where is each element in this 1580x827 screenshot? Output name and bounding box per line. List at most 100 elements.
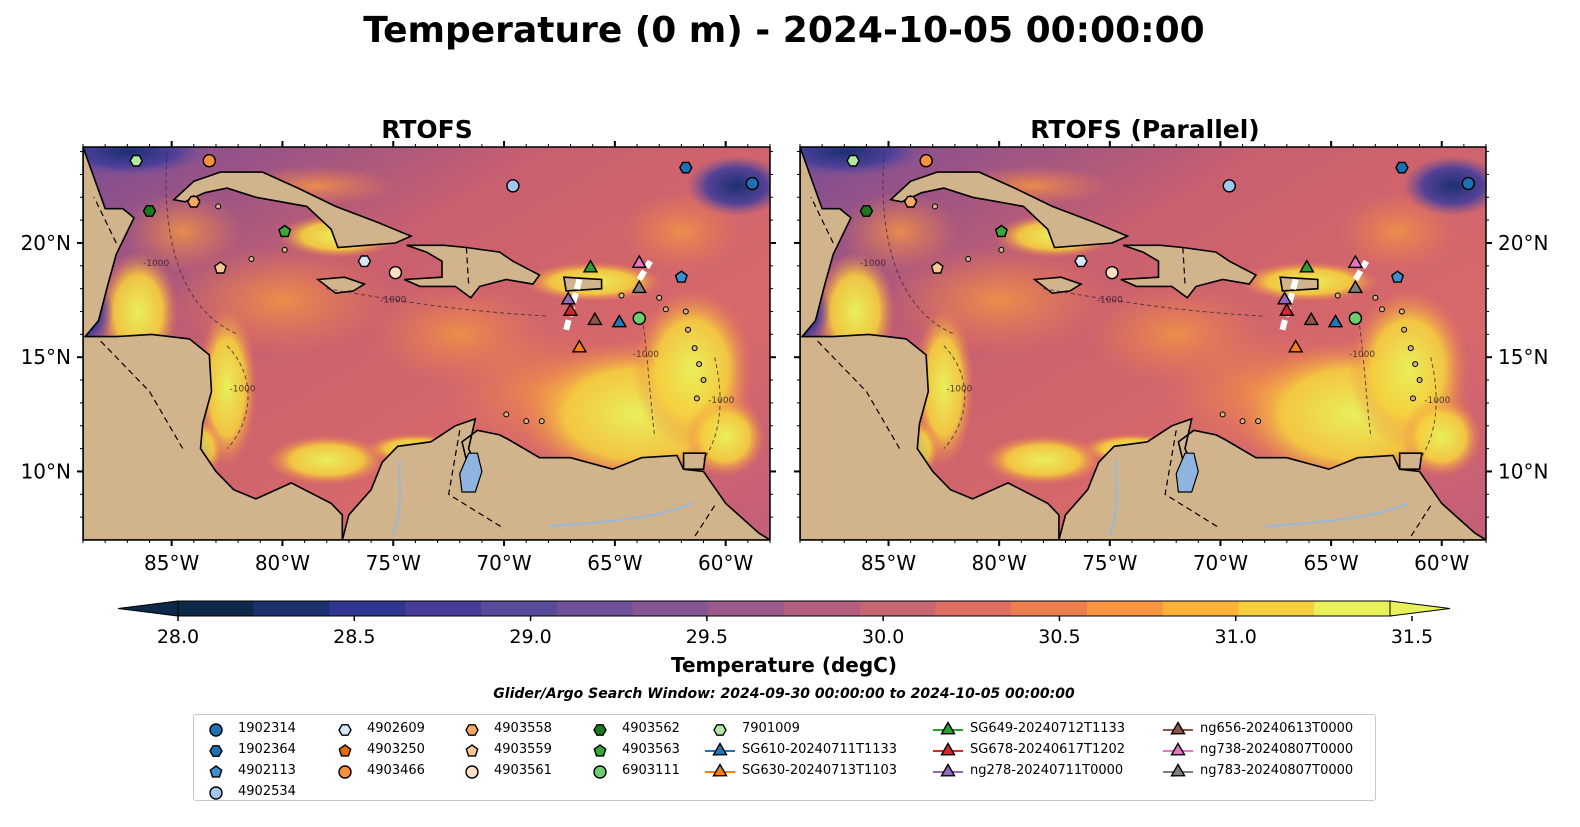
lon-tick-label: 65°W [587, 551, 642, 575]
legend: 1902314 1902364 4902113 4902534 4902609 49032… [193, 714, 1376, 801]
glider-track [1279, 259, 1370, 331]
river [1108, 459, 1409, 536]
platform-marker [1074, 255, 1088, 268]
colorbar-label: Temperature (degC) [671, 653, 897, 677]
small-island [1378, 306, 1385, 313]
legend-label: 4903558 [494, 721, 552, 736]
platform-marker [562, 302, 579, 316]
lon-tick-label: 85°W [861, 551, 916, 575]
lake [459, 452, 483, 493]
contour-label: -1000 [1349, 350, 1375, 360]
contour-label: -1000 [633, 350, 659, 360]
legend-entry: ng278-20240711T0000 [932, 760, 1125, 781]
legend-column: SG649-20240712T1133 SG678-20240617T1202 ng… [932, 718, 1125, 781]
triangle-icon [1170, 762, 1186, 777]
colorbar-segment [1238, 601, 1315, 616]
pentagon-icon [338, 743, 352, 757]
platform-marker [631, 279, 647, 294]
lat-tick-label: 20°N [21, 231, 71, 255]
land-mass [888, 171, 1130, 249]
colorbar-segment [481, 601, 558, 616]
legend-column: 1902314 1902364 4902113 4902534 [200, 718, 296, 802]
land-mass [800, 147, 1060, 540]
platform-marker [1347, 254, 1364, 268]
hexagon-marker-icon [209, 744, 223, 757]
hexagon-marker-icon [338, 723, 352, 736]
platform-marker [1287, 339, 1304, 353]
hexagon-marker-icon [593, 723, 607, 736]
panel-title-rtofs: RTOFS [381, 115, 473, 144]
colorbar-extend-min [117, 600, 179, 617]
hexagon-icon [713, 723, 727, 736]
platform-marker [582, 259, 599, 273]
land-mass [341, 417, 770, 540]
platform-marker [1279, 302, 1295, 316]
map-area: -1000 -1000 -1000 -1000 -1000 [800, 147, 1486, 540]
legend-entry: 4903466 [329, 760, 425, 781]
pentagon-marker-icon [209, 764, 223, 778]
platform-marker [388, 265, 403, 280]
lon-tick-label: 60°W [698, 551, 753, 575]
search-window-text: Glider/Argo Search Window: 2024-09-30 00… [493, 686, 1075, 702]
colorbar-segment [178, 601, 255, 616]
legend-label: 4903466 [367, 763, 425, 778]
legend-entry: 1902364 [200, 739, 296, 760]
platform-marker [903, 195, 918, 208]
land-mass [1398, 452, 1423, 471]
legend-entry: 6903111 [584, 760, 680, 781]
colorbar-tick-label: 30.5 [1038, 626, 1080, 648]
glider-track [563, 259, 653, 331]
colorbar-segment [556, 601, 633, 616]
legend-label: ng278-20240711T0000 [970, 763, 1124, 778]
triangle-marker-icon [933, 720, 963, 735]
circle-marker-icon [465, 764, 479, 779]
triangle-icon [940, 720, 956, 735]
platform-marker [129, 154, 144, 167]
legend-entry: 4903562 [584, 718, 680, 739]
small-island [1219, 411, 1226, 418]
lon-tick-label: 70°W [476, 551, 531, 575]
legend-label: 4903563 [622, 742, 680, 757]
colorbar: 28.0 28.5 29.0 29.5 30.0 30.5 31.0 31.5 [117, 600, 1451, 648]
land-mass [1279, 276, 1319, 292]
hexagon-icon [209, 744, 223, 757]
platform-marker [994, 224, 1008, 238]
legend-entry: 4902609 [329, 718, 425, 739]
legend-label: 4902609 [367, 721, 425, 736]
platform-marker [1299, 259, 1315, 273]
lat-tick-label: 10°N [1498, 459, 1548, 483]
triangle-icon [712, 741, 728, 756]
triangle-marker-icon [933, 741, 963, 756]
circle-marker-icon [209, 722, 223, 737]
colorbar-segment [784, 601, 861, 616]
legend-entry: ng656-20240613T0000 [1162, 718, 1353, 739]
platform-marker [745, 176, 759, 191]
colorbar-extend-max [1389, 600, 1451, 617]
contour-label: -1000 [946, 384, 972, 394]
small-island [691, 345, 698, 352]
colorbar-segment [1162, 601, 1239, 616]
lon-tick-label: 85°W [144, 551, 199, 575]
legend-column: 4902609 4903250 4903466 [329, 718, 425, 781]
small-island [281, 246, 288, 253]
legend-entry: 4903561 [456, 760, 552, 781]
small-island [1412, 361, 1419, 368]
lat-tick-label: 15°N [21, 345, 71, 369]
small-island [1372, 294, 1379, 301]
platform-marker [930, 261, 944, 274]
triangle-icon [940, 741, 956, 756]
legend-entry: 1902314 [200, 718, 296, 739]
small-island [1334, 292, 1341, 299]
small-island [1255, 418, 1262, 425]
legend-entry: 4903559 [456, 739, 552, 760]
lon-tick-label: 60°W [1414, 551, 1469, 575]
legend-label: SG678-20240617T1202 [970, 742, 1126, 757]
small-island [700, 377, 707, 384]
platform-marker [506, 179, 520, 193]
platform-marker [357, 255, 372, 268]
circle-icon [209, 722, 223, 737]
legend-entry: ng783-20240807T0000 [1162, 760, 1353, 781]
hexagon-marker-icon [713, 723, 727, 736]
pentagon-icon [209, 764, 223, 778]
small-island [618, 292, 625, 299]
